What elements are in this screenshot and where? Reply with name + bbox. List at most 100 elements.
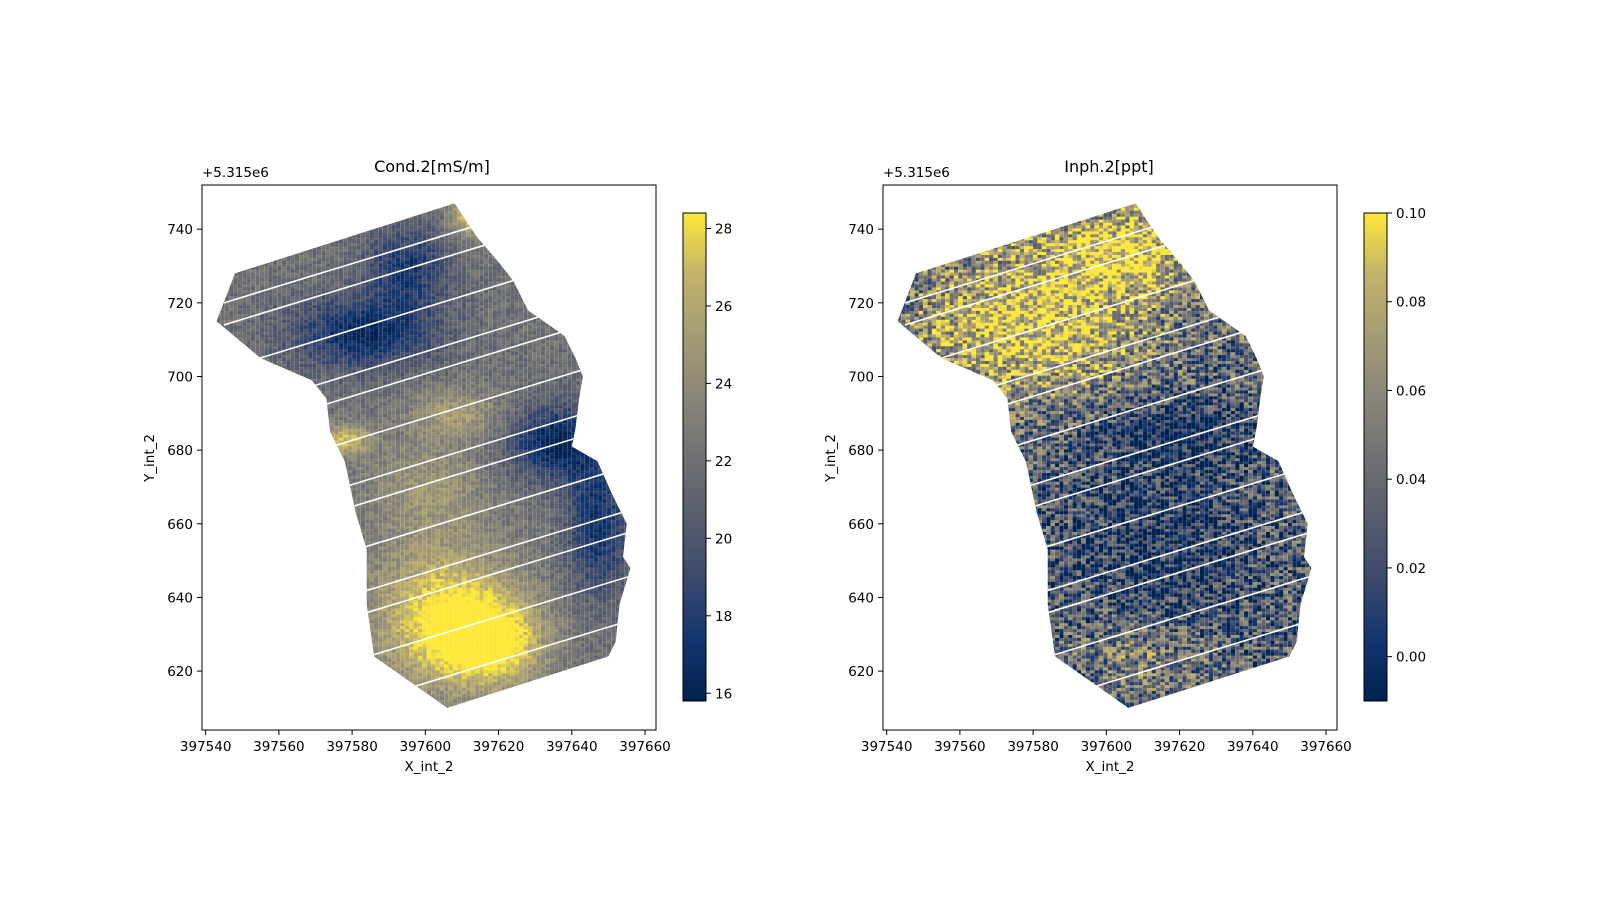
- data-cell: [391, 571, 396, 577]
- data-cell: [396, 586, 401, 591]
- data-cell: [567, 621, 572, 627]
- data-cell: [382, 621, 387, 627]
- data-cell: [435, 627, 440, 632]
- data-cell: [369, 583, 374, 588]
- data-cell: [479, 651, 484, 656]
- data-cell: [374, 648, 379, 653]
- data-cell: [391, 607, 396, 612]
- data-cell: [448, 574, 453, 579]
- data-cell: [492, 583, 497, 588]
- data-cell: [611, 636, 616, 641]
- data-cell: [501, 595, 506, 600]
- data-cell: [400, 615, 405, 621]
- data-cell: [567, 571, 572, 577]
- data-cell: [497, 592, 502, 597]
- data-cell: [413, 592, 418, 597]
- data-cell: [444, 660, 449, 665]
- data-cell: [519, 636, 524, 641]
- data-cell: [391, 627, 396, 632]
- data-cell: [589, 574, 594, 579]
- data-cell: [488, 621, 493, 627]
- data-cell: [439, 680, 445, 686]
- data-cell: [448, 568, 453, 574]
- data-cell: [426, 645, 431, 650]
- data-cell: [479, 654, 484, 659]
- data-cell: [374, 645, 379, 650]
- data-cell: [391, 598, 396, 603]
- data-cell: [488, 571, 493, 577]
- data-cell: [396, 577, 401, 582]
- data-cell: [418, 586, 423, 591]
- data-cell: [444, 689, 449, 694]
- data-cell: [431, 618, 436, 624]
- data-cell: [413, 604, 418, 609]
- data-cell: [461, 663, 467, 668]
- data-cell: [448, 607, 453, 612]
- data-cell: [448, 680, 453, 686]
- data-cell: [519, 580, 524, 585]
- data-cell: [431, 689, 436, 694]
- data-cell: [483, 607, 489, 612]
- data-cell: [470, 642, 475, 647]
- data-cell: [611, 592, 616, 597]
- data-cell: [391, 601, 396, 606]
- data-cell: [492, 665, 497, 671]
- data-cell: [404, 580, 409, 585]
- data-cell: [563, 612, 568, 618]
- data-cell: [514, 657, 519, 662]
- data-cell: [554, 665, 559, 671]
- data-cell: [374, 633, 379, 638]
- data-cell: [602, 621, 607, 627]
- data-cell: [576, 618, 581, 624]
- data-cell: [567, 601, 572, 606]
- data-cell: [483, 639, 489, 644]
- data-cell: [593, 630, 598, 635]
- data-cell: [527, 586, 532, 591]
- data-cell: [576, 595, 581, 600]
- data-cell: [567, 648, 572, 653]
- data-cell: [527, 612, 532, 618]
- data-cell: [374, 639, 379, 644]
- data-cell: [545, 574, 550, 579]
- data-cell: [435, 698, 440, 703]
- data-cell: [523, 663, 528, 668]
- data-cell: [497, 580, 502, 585]
- data-cell: [558, 618, 563, 624]
- data-cell: [413, 671, 418, 677]
- data-cell: [523, 671, 528, 677]
- data-cell: [598, 621, 603, 627]
- data-cell: [422, 639, 427, 644]
- data-cell: [563, 583, 568, 588]
- data-cell: [589, 598, 594, 603]
- data-cell: [501, 627, 506, 632]
- data-cell: [435, 674, 440, 680]
- data-cell: [418, 636, 423, 641]
- data-cell: [580, 610, 585, 615]
- data-cell: [378, 595, 383, 600]
- data-cell: [409, 577, 414, 582]
- data-cell: [422, 651, 427, 656]
- data-cell: [457, 627, 462, 632]
- data-cell: [514, 648, 519, 653]
- data-cell: [387, 615, 392, 621]
- data-cell: [536, 665, 541, 671]
- data-cell: [466, 660, 471, 665]
- data-cell: [374, 571, 379, 577]
- data-cell: [505, 589, 511, 594]
- data-cell: [418, 657, 423, 662]
- data-cell: [497, 571, 502, 577]
- data-cell: [602, 642, 607, 647]
- data-cell: [554, 598, 559, 603]
- data-cell: [431, 621, 436, 627]
- data-cell: [602, 630, 607, 635]
- data-cell: [475, 612, 480, 618]
- data-cell: [527, 583, 532, 588]
- data-cell: [479, 612, 484, 618]
- data-cell: [505, 598, 511, 603]
- data-cell: [593, 586, 598, 591]
- data-cell: [400, 645, 405, 650]
- data-cell: [426, 636, 431, 641]
- data-cell: [571, 624, 576, 630]
- data-cell: [536, 645, 541, 650]
- data-cell: [404, 636, 409, 641]
